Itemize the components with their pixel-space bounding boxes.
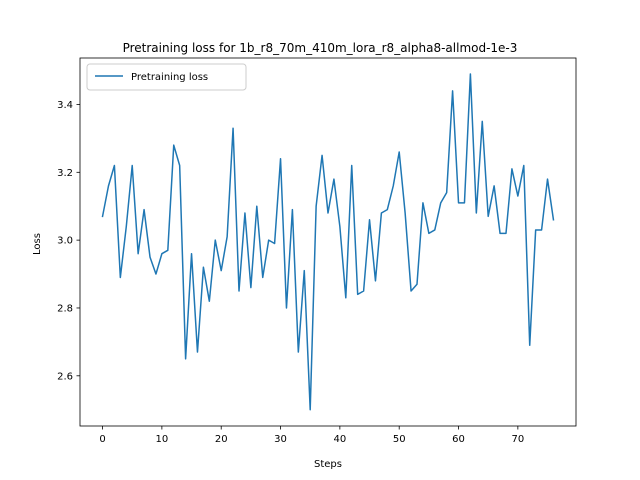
- y-tick-label: 3.4: [57, 100, 73, 111]
- series-line-0: [101, 73, 555, 411]
- x-axis-label: Steps: [314, 459, 342, 470]
- chart-title: Pretraining loss for 1b_r8_70m_410m_lora…: [123, 41, 518, 55]
- x-tick-label: 20: [215, 434, 228, 445]
- y-tick-label: 3.0: [57, 236, 73, 247]
- legend: Pretraining loss: [86, 63, 247, 91]
- y-tick-label: 2.8: [57, 303, 73, 314]
- x-tick-label: 0: [99, 434, 105, 445]
- legend-label: Pretraining loss: [131, 72, 208, 83]
- plot-area: 0 10 20 30 40 50 60 70 2.6 2.8 3.0 3.2 3.4: [57, 57, 577, 445]
- y-tick-label: 3.2: [57, 168, 73, 179]
- y-tick-label: 2.6: [57, 371, 73, 382]
- x-tick-label: 70: [511, 434, 524, 445]
- y-axis-label: Loss: [32, 233, 43, 255]
- x-tick-label: 30: [274, 434, 287, 445]
- legend-box: [86, 63, 247, 91]
- x-tick-label: 50: [393, 434, 406, 445]
- x-tick-label: 60: [452, 434, 465, 445]
- x-tick-label: 10: [156, 434, 169, 445]
- x-tick-label: 40: [333, 434, 346, 445]
- axes-frame: [79, 57, 577, 427]
